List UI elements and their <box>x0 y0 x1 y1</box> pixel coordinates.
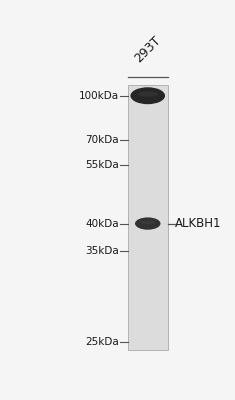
Ellipse shape <box>130 87 165 104</box>
Text: 293T: 293T <box>132 34 164 65</box>
Ellipse shape <box>137 92 158 96</box>
Bar <box>128 85 168 350</box>
Text: 40kDa: 40kDa <box>85 218 119 228</box>
Text: 100kDa: 100kDa <box>78 91 119 101</box>
Ellipse shape <box>140 220 155 224</box>
Text: 35kDa: 35kDa <box>85 246 119 256</box>
Ellipse shape <box>135 218 161 230</box>
Text: 25kDa: 25kDa <box>85 337 119 347</box>
Text: 70kDa: 70kDa <box>85 135 119 146</box>
Text: ALKBH1: ALKBH1 <box>175 217 222 230</box>
Text: 55kDa: 55kDa <box>85 160 119 170</box>
